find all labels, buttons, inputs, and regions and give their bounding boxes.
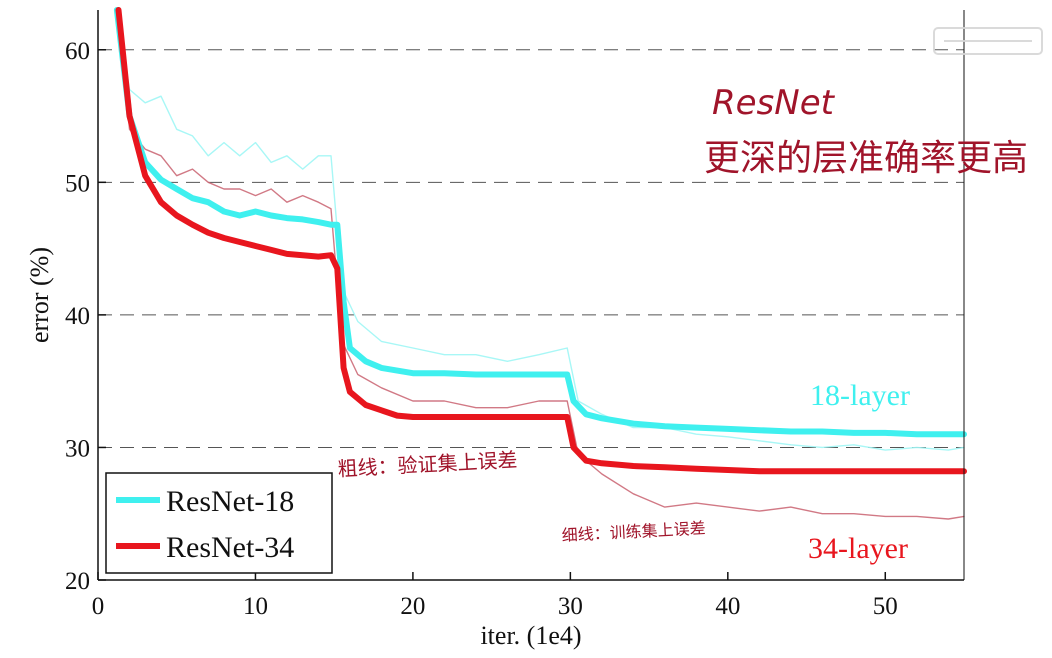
legend: ResNet-18 ResNet-34 [105, 472, 333, 574]
series-lines [113, 7, 967, 520]
x-tick-label-40: 40 [715, 593, 740, 620]
label-18-layer: 18-layer [810, 379, 910, 412]
legend-label-resnet-34: ResNet-34 [166, 531, 294, 564]
x-tick-label-0: 0 [92, 593, 105, 620]
label-34-layer: 34-layer [808, 532, 908, 565]
handwritten-subtitle: 更深的层准确率更高 [704, 138, 1028, 179]
x-axis-label: iter. (1e4) [480, 621, 581, 650]
y-tick-label-60: 60 [65, 38, 90, 65]
y-tick-label-20: 20 [65, 568, 90, 595]
series-resnet-18-validation [113, 7, 967, 438]
x-tick-label-10: 10 [243, 593, 268, 620]
handwritten-thin-line-note: 细线：训练集上误差 [561, 518, 706, 545]
series-resnet-34-validation [115, 7, 967, 475]
legend-label-resnet-18: ResNet-18 [166, 485, 294, 518]
x-tick-label-30: 30 [558, 593, 583, 620]
watermark-logo-mark [933, 27, 1043, 55]
series-resnet-18-training [116, 9, 965, 451]
handwritten-thick-line-note: 粗线：验证集上误差 [337, 448, 518, 481]
legend-box [105, 472, 333, 574]
y-tick-label-30: 30 [65, 435, 90, 462]
watermark-logo [933, 27, 1043, 55]
handwritten-title: ResNet [712, 83, 836, 123]
x-tick-label-20: 20 [400, 593, 425, 620]
y-tick-label-50: 50 [65, 170, 90, 197]
ticks: 20 30 40 50 60 0 10 20 30 40 50 [65, 38, 898, 620]
y-axis-label: error (%) [25, 247, 54, 343]
x-tick-label-50: 50 [873, 593, 898, 620]
y-tick-label-40: 40 [65, 303, 90, 330]
gridlines [98, 49, 964, 448]
series-resnet-34-training [117, 9, 965, 520]
